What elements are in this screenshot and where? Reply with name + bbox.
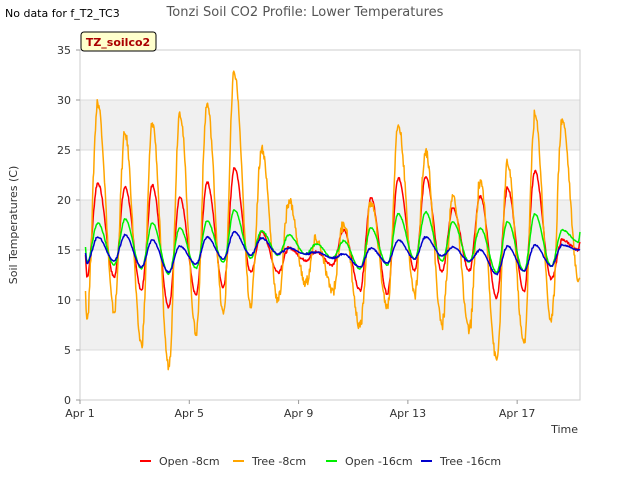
no-data-note: No data for f_T2_TC3 (5, 7, 120, 20)
x-tick-label: Apr 1 (65, 407, 95, 420)
tz-soilco2-badge: TZ_soilco2 (80, 31, 157, 52)
series-lines (84, 70, 581, 371)
y-tick-label: 5 (64, 344, 71, 357)
x-tick-label: Apr 13 (390, 407, 427, 420)
grid-band (80, 100, 580, 150)
y-tick-label: 20 (57, 194, 71, 207)
series-line (84, 230, 581, 276)
badge-label: TZ_soilco2 (86, 36, 150, 49)
x-axis: Apr 1 Apr 5 Apr 9 Apr 13 Apr 17 (65, 400, 535, 420)
legend-label: Tree -16cm (439, 455, 501, 468)
legend-label: Open -16cm (345, 455, 413, 468)
y-tick-label: 30 (57, 94, 71, 107)
y-tick-label: 10 (57, 294, 71, 307)
series-line (84, 70, 581, 371)
x-tick-label: Apr 17 (499, 407, 536, 420)
legend-label: Open -8cm (159, 455, 220, 468)
y-axis: 0 5 10 15 20 25 30 35 (57, 44, 80, 407)
y-axis-label: Soil Temperatures (C) (7, 166, 20, 285)
grid-band (80, 200, 580, 250)
chart-title: Tonzi Soil CO2 Profile: Lower Temperatur… (166, 5, 444, 20)
y-tick-label: 25 (57, 144, 71, 157)
series-line (84, 167, 581, 309)
x-tick-label: Apr 9 (284, 407, 314, 420)
y-tick-label: 0 (64, 394, 71, 407)
legend-label: Tree -8cm (251, 455, 306, 468)
x-tick-label: Apr 5 (175, 407, 205, 420)
y-tick-label: 35 (57, 44, 71, 57)
legend: Open -8cm Tree -8cm Open -16cm Tree -16cm (140, 455, 501, 468)
plot-frame (79, 49, 581, 401)
y-tick-label: 15 (57, 244, 71, 257)
grid-band (80, 300, 580, 350)
x-axis-label: Time (550, 423, 578, 436)
